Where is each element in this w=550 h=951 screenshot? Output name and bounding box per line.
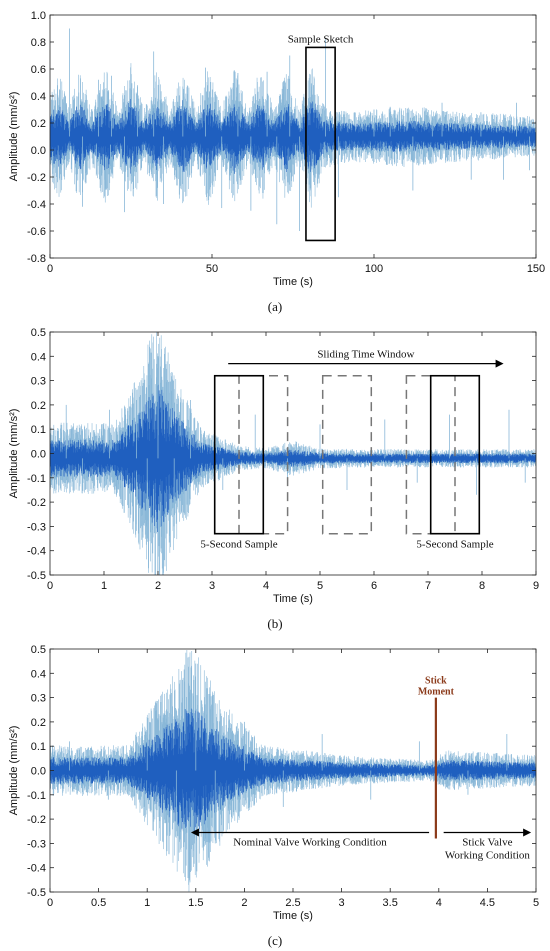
x-tick-label: 1.5: [188, 897, 203, 909]
x-tick-label: 4: [263, 580, 269, 592]
y-tick-label: 0.4: [31, 91, 46, 103]
figure-caption: (c): [268, 933, 282, 948]
arrow-head: [190, 828, 199, 837]
x-tick-label: 0: [47, 897, 53, 909]
x-tick-label: 1: [144, 897, 150, 909]
y-tick-label: -0.6: [27, 226, 46, 238]
y-tick-label: 0.1: [31, 424, 46, 436]
x-axis-label: Time (s): [273, 276, 313, 288]
chart-a: 0 50 100 150 -0.8 -0.6 -0.4 -0.2 0.0 0.2 0.4 0.6 0.8…: [8, 10, 545, 314]
x-tick-label: 3: [339, 897, 345, 909]
y-tick-label: -0.4: [27, 863, 46, 875]
y-tick-label: -0.8: [27, 253, 46, 265]
y-tick-label: 0.3: [31, 693, 46, 705]
plot-frame: [49, 14, 537, 259]
y-tick-label: -0.2: [27, 172, 46, 184]
stick-condition-label: Working Condition: [445, 849, 530, 861]
sample-window-box: [429, 374, 481, 535]
sample-window-box: [213, 374, 265, 535]
x-tick-label: 1: [101, 580, 107, 592]
signal-trace: [50, 708, 536, 832]
y-tick-label: 0.2: [31, 717, 46, 729]
y-tick-label: 1.0: [31, 10, 46, 22]
x-tick-label: 5: [533, 897, 539, 909]
y-tick-label: -0.2: [27, 497, 46, 509]
x-tick-label: 0: [47, 580, 53, 592]
y-axis-label: Amplitude (mm/s²): [8, 726, 20, 816]
stick-condition-label: Stick Valve: [462, 836, 512, 848]
x-axis-label: Time (s): [273, 910, 313, 922]
y-tick-label: 0.0: [31, 145, 46, 157]
y-tick-label: -0.1: [27, 473, 46, 485]
sliding-window-label: Sliding Time Window: [317, 349, 414, 361]
x-tick-label: 100: [365, 263, 383, 275]
y-tick-label: -0.3: [27, 521, 46, 533]
x-tick-label: 9: [533, 580, 539, 592]
x-tick-label: 50: [206, 263, 218, 275]
x-tick-label: 4.5: [480, 897, 495, 909]
y-axis-label: Amplitude (mm/s²): [8, 409, 20, 499]
y-tick-label: 0.5: [31, 644, 46, 656]
y-tick-label: 0.4: [31, 668, 46, 680]
sample-sketch-box: [305, 46, 336, 242]
x-tick-label: 8: [479, 580, 485, 592]
chart-c: 0 0.5 1 1.5 2 2.5 3 3.5 4 4.5 5 -0.5 -0.4 -0.3 -0.2 -0.…: [8, 644, 539, 948]
sliding-window-box: [321, 374, 373, 535]
x-tick-label: 2: [155, 580, 161, 592]
signal-series: [50, 28, 536, 231]
y-tick-label: 0.3: [31, 376, 46, 388]
x-tick-label: 3.5: [383, 897, 398, 909]
y-tick-label: 0.0: [31, 449, 46, 461]
y-tick-label: 0.2: [31, 400, 46, 412]
x-tick-label: 150: [527, 263, 545, 275]
arrow-head: [523, 828, 532, 837]
y-tick-label: 0.0: [31, 766, 46, 778]
x-tick-label: 7: [425, 580, 431, 592]
x-tick-label: 3: [209, 580, 215, 592]
y-tick-label: 0.1: [31, 741, 46, 753]
y-axis-label: Amplitude (mm/s²): [8, 92, 20, 182]
figure-caption: (b): [267, 616, 282, 631]
stick-moment-label: Moment: [418, 687, 455, 698]
x-tick-label: 4: [436, 897, 442, 909]
signal-trace: [50, 384, 536, 532]
y-tick-label: 0.6: [31, 64, 46, 76]
nominal-condition-label: Nominal Valve Working Condition: [233, 836, 387, 848]
chart-b: 0 1 2 3 4 5 6 7 8 9 -0.5 -0.4 -0.3 -0.2 -0.1 0.0 0.1 0.2 0…: [8, 327, 539, 631]
x-tick-label: 6: [371, 580, 377, 592]
x-tick-label: 0.5: [91, 897, 106, 909]
stick-moment-label: Stick: [425, 676, 447, 687]
x-tick-label: 0: [47, 263, 53, 275]
y-tick-label: -0.2: [27, 814, 46, 826]
x-tick-label: 2: [241, 897, 247, 909]
sample-label: 5-Second Sample: [200, 539, 277, 551]
y-tick-label: 0.2: [31, 118, 46, 130]
y-tick-label: -0.5: [27, 570, 46, 582]
y-tick-label: 0.4: [31, 351, 46, 363]
x-tick-label: 5: [317, 580, 323, 592]
signal-series: [50, 650, 536, 892]
signal-series: [50, 332, 536, 575]
arrow-head: [495, 359, 504, 368]
x-axis-label: Time (s): [273, 593, 313, 605]
y-tick-label: -0.5: [27, 887, 46, 899]
y-tick-label: 0.8: [31, 37, 46, 49]
y-tick-label: -0.4: [27, 199, 46, 211]
figure-caption: (a): [268, 299, 282, 314]
y-tick-label: -0.4: [27, 546, 46, 558]
y-tick-label: 0.5: [31, 327, 46, 339]
sample-label: 5-Second Sample: [416, 539, 493, 551]
y-tick-label: -0.3: [27, 838, 46, 850]
sample-sketch-label: Sample Sketch: [288, 33, 354, 45]
y-tick-label: -0.1: [27, 790, 46, 802]
x-tick-label: 2.5: [285, 897, 300, 909]
